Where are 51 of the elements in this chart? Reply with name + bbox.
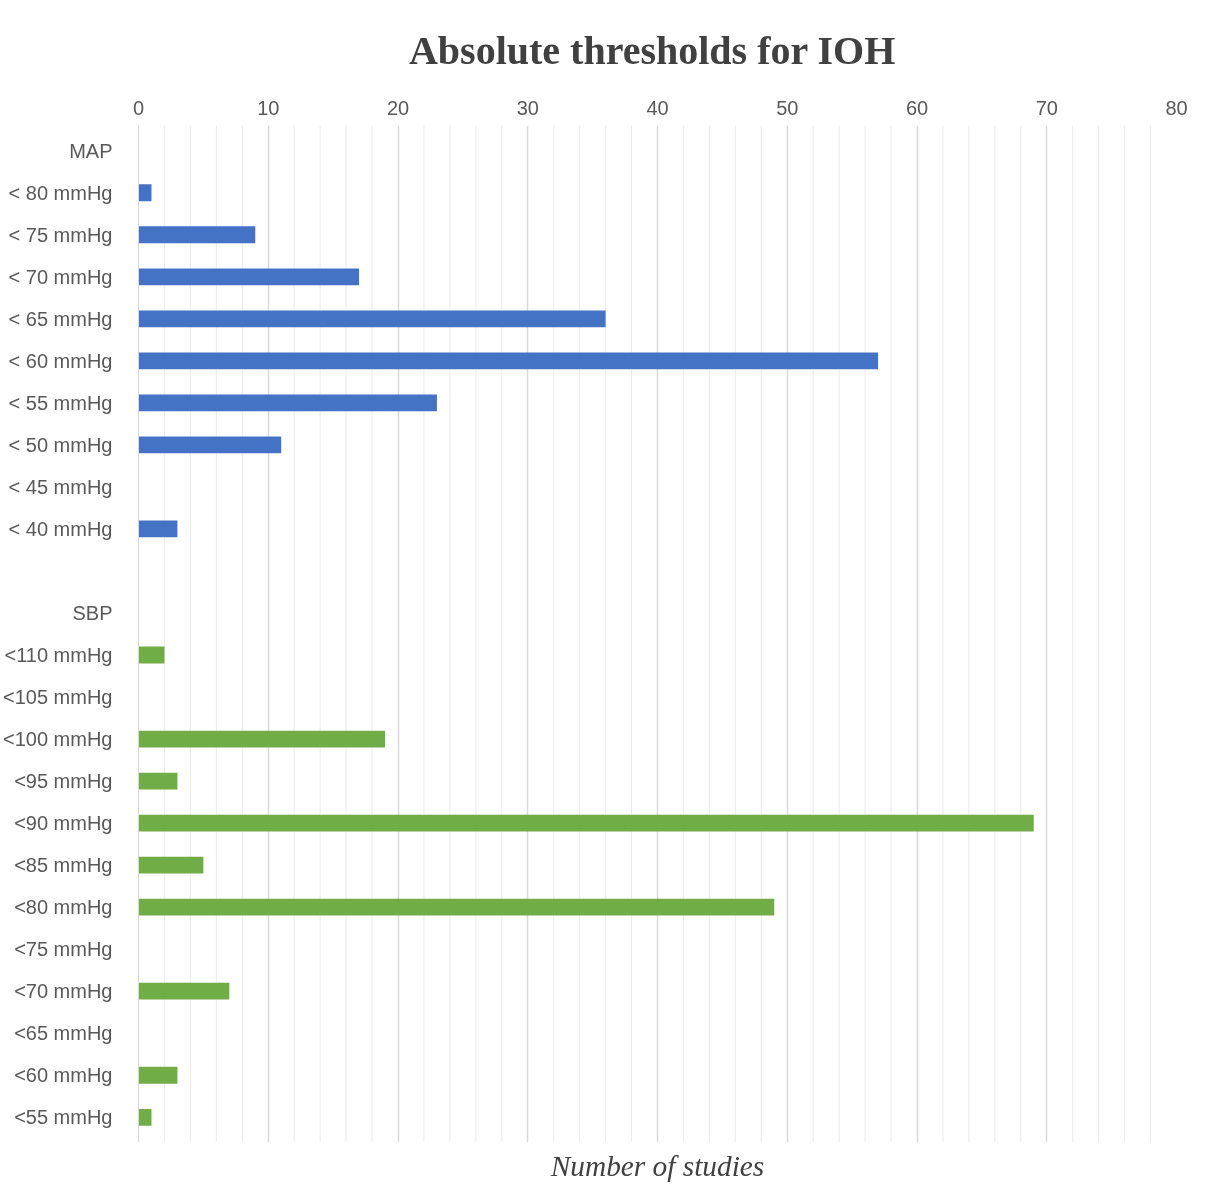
y-tick-label: < 80 mmHg — [8, 181, 113, 204]
bar — [138, 226, 256, 244]
bar — [138, 184, 152, 202]
y-tick-label: <105 mmHg — [3, 686, 113, 709]
x-tick-label: 10 — [257, 96, 280, 119]
x-axis-title: Number of studies — [549, 1149, 765, 1182]
y-tick-label: MAP — [69, 139, 113, 162]
bar — [138, 1108, 152, 1126]
y-tick-label: <75 mmHg — [14, 938, 113, 961]
bar — [138, 856, 204, 874]
y-tick-label: < 40 mmHg — [8, 517, 113, 540]
bar — [138, 730, 386, 748]
y-tick-label: < 50 mmHg — [8, 433, 113, 456]
y-tick-label: <55 mmHg — [14, 1106, 113, 1129]
x-tick-label: 30 — [516, 96, 539, 119]
y-tick-label: <70 mmHg — [14, 980, 113, 1003]
x-tick-label: 50 — [776, 96, 799, 119]
x-tick-label: 40 — [646, 96, 669, 119]
y-tick-label: < 45 mmHg — [8, 475, 113, 498]
y-tick-label: <110 mmHg — [4, 644, 113, 667]
y-tick-label: <60 mmHg — [14, 1064, 113, 1087]
y-tick-label: < 70 mmHg — [8, 265, 113, 288]
bar — [138, 436, 282, 454]
y-tick-label: SBP — [72, 601, 113, 624]
x-tick-label: 20 — [386, 96, 410, 119]
y-tick-label: <90 mmHg — [14, 812, 113, 835]
y-tick-label: <65 mmHg — [14, 1022, 113, 1045]
y-tick-label: < 55 mmHg — [8, 391, 113, 414]
y-tick-label: < 75 mmHg — [8, 223, 113, 246]
x-tick-label: 0 — [132, 96, 145, 119]
bar — [138, 982, 230, 1000]
bar — [138, 646, 165, 664]
y-tick-label: < 65 mmHg — [8, 307, 113, 330]
y-tick-label: <80 mmHg — [14, 896, 113, 919]
bar — [138, 394, 437, 412]
y-tick-label: < 60 mmHg — [8, 349, 113, 372]
bar — [138, 1066, 178, 1084]
bar — [138, 772, 178, 790]
bar — [138, 268, 360, 286]
bar — [138, 352, 879, 370]
bar — [138, 310, 606, 328]
y-tick-label: <95 mmHg — [14, 770, 113, 793]
bar — [138, 520, 178, 538]
x-tick-label: 70 — [1035, 96, 1058, 119]
bar — [138, 814, 1034, 832]
x-tick-label: 60 — [905, 96, 929, 119]
y-tick-label: <85 mmHg — [14, 854, 113, 877]
y-tick-label: <100 mmHg — [3, 728, 113, 751]
bar — [138, 898, 775, 916]
chart-title: Absolute thresholds for IOH — [408, 27, 896, 73]
x-tick-label: 80 — [1165, 96, 1188, 119]
